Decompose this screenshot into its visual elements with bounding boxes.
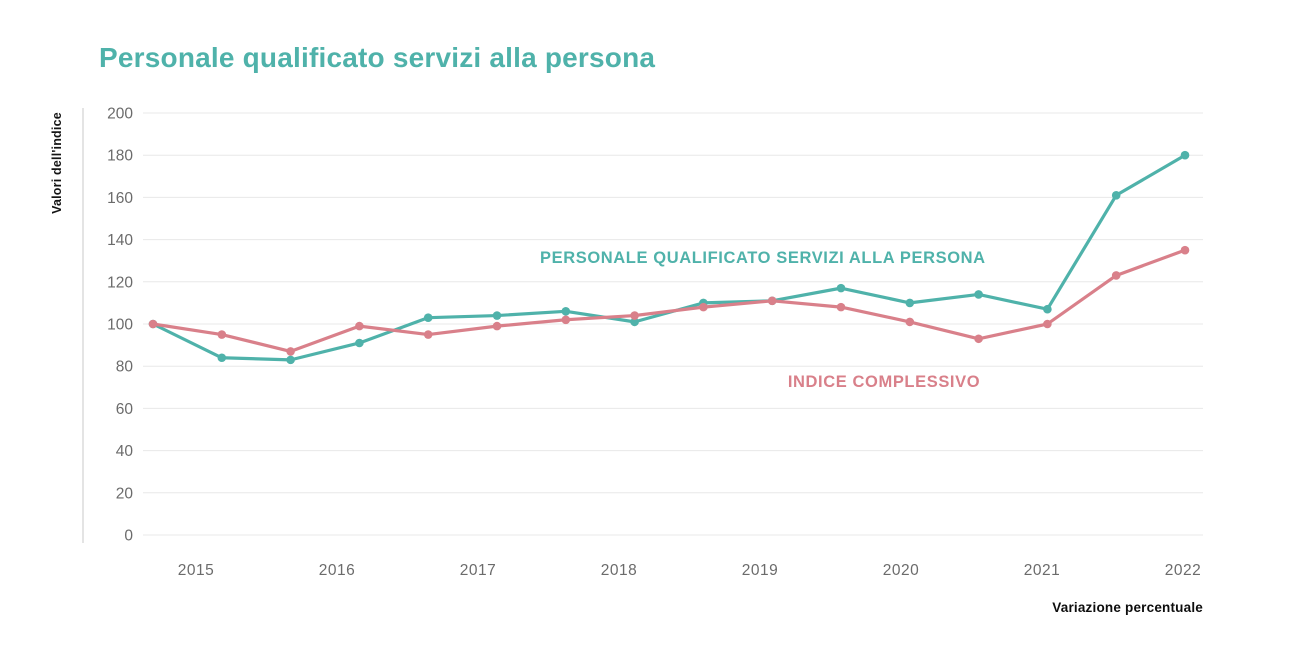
data-point-series-1: [699, 302, 708, 312]
data-point-series-0: [355, 338, 364, 348]
series-line-1: [151, 248, 1187, 354]
y-tick-label: 140: [107, 232, 133, 249]
data-point-series-0: [492, 311, 502, 320]
data-point-series-1: [492, 321, 502, 331]
data-point-series-0: [1180, 150, 1190, 160]
data-point-series-1: [148, 319, 158, 329]
data-point-series-0: [836, 283, 846, 293]
x-year-label: 2021: [1024, 562, 1060, 579]
series-label-personale-qualificato: PERSONALE QUALIFICATO SERVIZI ALLA PERSO…: [540, 249, 986, 267]
x-year-label: 2016: [319, 562, 355, 579]
data-point-series-1: [1111, 271, 1121, 280]
x-year-label: 2018: [601, 562, 637, 579]
y-tick-label: 60: [116, 401, 134, 418]
y-tick-label: 80: [116, 359, 134, 376]
data-point-series-0: [905, 298, 915, 308]
y-tick-label: 160: [107, 190, 133, 207]
data-point-series-1: [767, 296, 777, 306]
x-year-label: 2017: [460, 562, 496, 579]
series-label-indice-complessivo: INDICE COMPLESSIVO: [787, 373, 981, 391]
y-tick-label: 200: [107, 106, 133, 123]
data-point-series-1: [1043, 319, 1052, 329]
data-point-series-0: [974, 290, 983, 299]
data-point-series-0: [561, 307, 571, 316]
y-tick-label: 0: [124, 528, 133, 545]
x-year-label: 2015: [178, 562, 214, 579]
data-point-series-1: [630, 311, 639, 320]
data-point-series-0: [1111, 190, 1121, 200]
page-title: Personale qualificato servizi alla perso…: [99, 42, 656, 73]
y-tick-label: 20: [116, 485, 134, 502]
y-tick-label: 120: [107, 274, 133, 291]
data-point-series-1: [905, 317, 915, 327]
data-point-series-0: [1043, 304, 1052, 314]
x-axis-title: Variazione percentuale: [1052, 600, 1203, 615]
data-point-series-1: [355, 321, 364, 331]
data-point-series-1: [286, 347, 295, 356]
data-point-series-1: [836, 302, 846, 312]
data-point-series-1: [1180, 245, 1190, 255]
data-point-series-1: [561, 315, 571, 325]
y-tick-label: 40: [116, 443, 134, 460]
data-point-series-0: [630, 317, 639, 327]
data-point-series-1: [217, 330, 227, 339]
x-year-label: 2020: [883, 562, 919, 579]
x-year-label: 2022: [1165, 562, 1201, 579]
y-tick-label: 180: [107, 148, 133, 165]
data-point-series-1: [974, 334, 983, 344]
y-tick-label: 100: [107, 317, 133, 334]
data-point-series-0: [217, 353, 227, 363]
data-point-series-1: [423, 330, 433, 339]
data-point-series-0: [286, 355, 295, 365]
x-year-label: 2019: [742, 562, 778, 579]
data-point-series-0: [423, 313, 433, 322]
